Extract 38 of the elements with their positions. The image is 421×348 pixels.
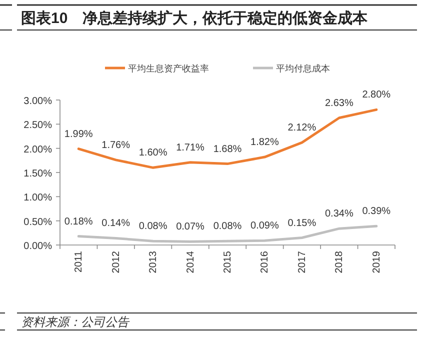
y-tick-label: 2.50% xyxy=(24,120,52,132)
legend-label: 平均付息成本 xyxy=(276,64,330,74)
x-tick-label: 2014 xyxy=(185,250,196,274)
data-label: 1.71% xyxy=(176,142,205,154)
data-label: 1.60% xyxy=(138,148,168,159)
y-tick-label: 0.50% xyxy=(24,216,52,228)
x-tick-label: 2018 xyxy=(334,250,346,274)
data-label: 1.99% xyxy=(64,128,93,140)
data-label: 1.82% xyxy=(250,137,280,148)
data-label: 0.09% xyxy=(250,220,280,232)
data-label: 0.08% xyxy=(213,221,242,232)
y-tick-label: 1.50% xyxy=(24,168,52,180)
data-label: 1.68% xyxy=(213,144,242,155)
data-label: 2.12% xyxy=(288,122,316,134)
x-tick-label: 2017 xyxy=(296,250,308,274)
x-tick-label: 2019 xyxy=(371,250,382,274)
x-tick-label: 2015 xyxy=(222,250,234,274)
legend-label: 平均生息资产收益率 xyxy=(128,64,209,74)
x-tick-label: 2012 xyxy=(110,250,122,274)
chart-title: 图表10 净息差持续扩大，依托于稳定的低资金成本 xyxy=(21,9,369,27)
y-tick-label: 1.00% xyxy=(24,192,52,204)
x-tick-label: 2011 xyxy=(74,250,85,273)
data-label: 2.80% xyxy=(362,90,391,101)
y-tick-label: 0.00% xyxy=(24,241,52,252)
data-label: 0.14% xyxy=(102,218,130,230)
text: 资料来源：公司公告 xyxy=(21,315,130,329)
data-label: 2.63% xyxy=(324,98,354,109)
data-label: 0.15% xyxy=(288,218,316,229)
data-label: 0.08% xyxy=(138,221,168,232)
data-label: 1.76% xyxy=(102,140,130,151)
data-label: 0.34% xyxy=(324,208,354,220)
data-label: 0.39% xyxy=(362,206,391,218)
data-label: 0.18% xyxy=(64,216,93,228)
x-tick-label: 2016 xyxy=(260,250,271,274)
y-tick-label: 3.00% xyxy=(24,96,52,107)
x-tick-label: 2013 xyxy=(148,250,160,274)
y-tick-label: 2.00% xyxy=(24,144,52,156)
data-label: 0.07% xyxy=(176,222,205,233)
